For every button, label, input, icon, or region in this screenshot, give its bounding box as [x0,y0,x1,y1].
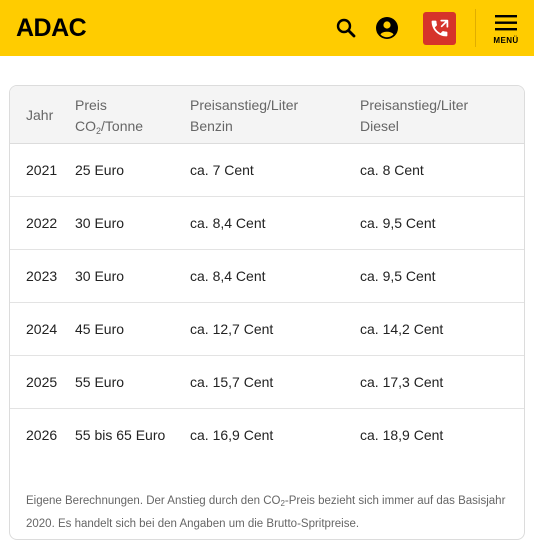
adac-logo[interactable]: ADAC [16,14,87,42]
cell-diesel: ca. 8 Cent [360,162,424,178]
table-row: 2023 30 Euro ca. 8,4 Cent ca. 9,5 Cent [10,250,524,303]
header-petrol: Preisanstieg/Liter Benzin [190,97,299,134]
cell-petrol: ca. 16,9 Cent [190,427,274,443]
cell-year: 2026 [26,427,58,443]
cell-price: 55 Euro [75,374,125,390]
search-icon [336,18,356,38]
table-header: Jahr Preis CO2/Tonne Preisanstieg/Liter … [10,86,524,144]
cell-year: 2022 [26,215,58,231]
cell-petrol: ca. 7 Cent [190,162,254,178]
cell-price: 25 Euro [75,162,125,178]
site-header: ADAC MENÜ [0,0,534,56]
phone-call-icon [431,19,449,37]
call-button[interactable] [423,12,456,45]
table-row: 2025 55 Euro ca. 15,7 Cent ca. 17,3 Cent [10,356,524,409]
cell-diesel: ca. 17,3 Cent [360,374,444,390]
cell-year: 2025 [26,374,58,390]
menu-button[interactable]: MENÜ [486,12,526,48]
hamburger-icon [495,15,517,31]
table-row: 2022 30 Euro ca. 8,4 Cent ca. 9,5 Cent [10,197,524,250]
cell-year: 2021 [26,162,58,178]
cell-price: 45 Euro [75,321,125,337]
cell-price: 30 Euro [75,215,125,231]
table-row: 2021 25 Euro ca. 7 Cent ca. 8 Cent [10,144,524,197]
table-row: 2026 55 bis 65 Euro ca. 16,9 Cent ca. 18… [10,409,524,462]
header-divider [475,9,476,47]
cell-year: 2024 [26,321,58,337]
header-diesel: Preisanstieg/Liter Diesel [360,97,469,134]
cell-diesel: ca. 9,5 Cent [360,215,436,231]
co2-price-table: Jahr Preis CO2/Tonne Preisanstieg/Liter … [9,85,525,540]
cell-petrol: ca. 15,7 Cent [190,374,274,390]
header-year: Jahr [26,107,54,123]
account-icon [376,17,398,39]
account-button[interactable] [375,16,399,40]
table-footnote: Eigene Berechnungen. Der Anstieg durch d… [26,495,506,530]
header-price: Preis CO2/Tonne [75,97,144,136]
cell-price: 30 Euro [75,268,125,284]
cell-year: 2023 [26,268,58,284]
search-button[interactable] [334,16,358,40]
cell-petrol: ca. 8,4 Cent [190,268,266,284]
menu-label: MENÜ [493,36,519,45]
cell-diesel: ca. 14,2 Cent [360,321,444,337]
cell-diesel: ca. 18,9 Cent [360,427,444,443]
cell-diesel: ca. 9,5 Cent [360,268,436,284]
cell-price: 55 bis 65 Euro [75,427,166,443]
cell-petrol: ca. 8,4 Cent [190,215,266,231]
cell-petrol: ca. 12,7 Cent [190,321,274,337]
table-row: 2024 45 Euro ca. 12,7 Cent ca. 14,2 Cent [10,303,524,356]
